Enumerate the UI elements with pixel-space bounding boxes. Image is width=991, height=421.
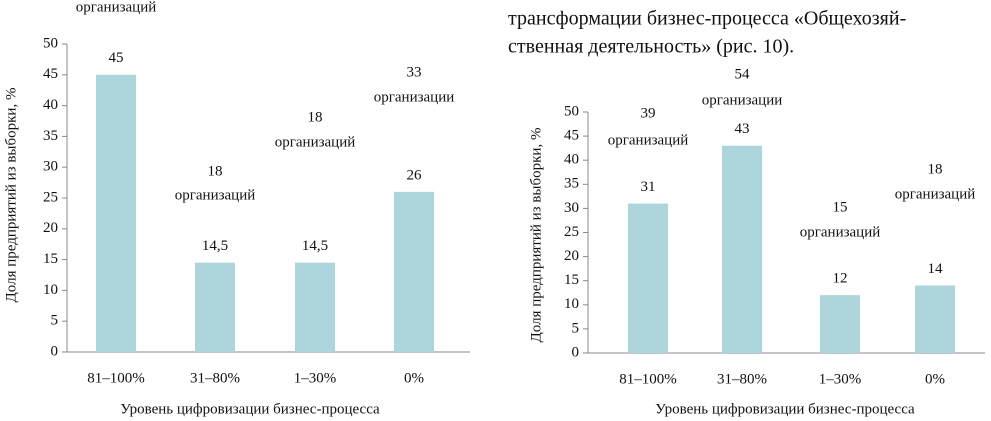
y-tick-label: 25	[43, 189, 58, 205]
x-tick-label: 31–80%	[717, 371, 767, 387]
y-axis-label: Доля предприятий из выборки, %	[3, 88, 19, 303]
y-tick-label: 35	[43, 128, 58, 144]
y-tick-label: 40	[564, 152, 579, 168]
value-label: 45	[109, 50, 124, 66]
y-tick-label: 0	[51, 343, 59, 359]
bar	[722, 145, 762, 353]
x-tick-label: 81–100%	[619, 371, 677, 387]
value-label: 14,5	[202, 238, 228, 254]
annotation: 33	[407, 64, 422, 80]
annotation: организаций	[895, 186, 976, 202]
y-tick-label: 15	[564, 272, 579, 288]
bar	[628, 203, 668, 353]
x-tick-label: 1–30%	[294, 370, 337, 386]
y-tick-label: 0	[572, 344, 580, 360]
bar	[820, 295, 860, 353]
bar	[96, 74, 136, 353]
x-axis-label: Уровень цифровизации бизнес-процесса	[655, 401, 915, 417]
value-label: 14,5	[302, 238, 328, 254]
y-tick-label: 35	[564, 176, 579, 192]
y-tick-label: 25	[564, 224, 579, 240]
y-tick-label: 5	[572, 320, 580, 336]
y-tick-label: 20	[43, 220, 58, 236]
x-axis-label: Уровень цифровизации бизнес-процесса	[120, 401, 380, 417]
x-tick-label: 0%	[404, 370, 424, 386]
annotation: организации	[702, 92, 783, 108]
y-tick-label: 30	[564, 200, 579, 216]
annotation: 18	[928, 161, 943, 177]
annotation: организаций	[800, 224, 881, 240]
annotation: 18	[308, 109, 323, 125]
annotation: 18	[208, 163, 223, 179]
y-tick-label: 40	[43, 97, 58, 113]
annotation: организации	[374, 89, 455, 105]
y-tick-label: 10	[43, 282, 58, 298]
value-label: 14	[928, 261, 944, 277]
x-tick-label: 31–80%	[190, 370, 240, 386]
x-tick-label: 81–100%	[87, 370, 145, 386]
y-axis-label: Доля предприятий из выборки, %	[528, 128, 544, 343]
value-label: 26	[407, 167, 423, 183]
annotation: организаций	[76, 0, 157, 15]
value-label: 43	[735, 121, 750, 137]
value-label: 12	[833, 271, 848, 287]
bar	[195, 262, 235, 352]
y-tick-label: 45	[564, 128, 579, 144]
annotation: 54	[735, 66, 751, 82]
annotation: организаций	[175, 187, 256, 203]
annotation: 15	[833, 199, 848, 215]
bar	[394, 191, 434, 352]
value-label: 31	[641, 179, 656, 195]
x-tick-label: 0%	[925, 371, 945, 387]
y-tick-label: 50	[564, 103, 579, 119]
paragraph-line: ственная деятельность» (рис. 10).	[508, 36, 794, 58]
paragraph-line: трансформации бизнес-процесса «Общехозяй…	[508, 8, 906, 30]
y-tick-label: 30	[43, 159, 58, 175]
y-tick-label: 10	[564, 296, 579, 312]
x-tick-label: 1–30%	[819, 371, 862, 387]
bar	[295, 262, 335, 352]
bar	[915, 285, 955, 353]
y-tick-label: 45	[43, 66, 58, 82]
annotation: организаций	[275, 134, 356, 150]
annotation: организаций	[608, 132, 689, 148]
annotation: 39	[641, 105, 656, 121]
y-tick-label: 5	[51, 313, 59, 329]
y-tick-label: 20	[564, 248, 579, 264]
y-tick-label: 15	[43, 251, 58, 267]
y-tick-label: 50	[43, 35, 58, 51]
